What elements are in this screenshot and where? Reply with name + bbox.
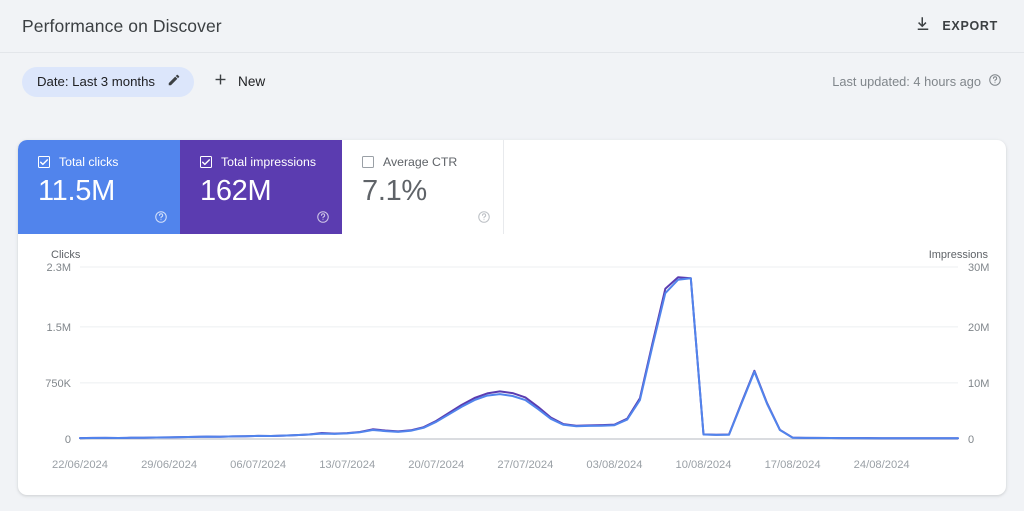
metric-value: 11.5M [38,175,115,207]
page-title: Performance on Discover [22,15,222,36]
download-icon [914,15,932,38]
svg-text:03/08/2024: 03/08/2024 [586,459,642,471]
pencil-icon[interactable] [167,73,181,90]
page-header: Performance on Discover EXPORT [0,0,1024,53]
y-axis-title-clicks: Clicks [51,249,81,261]
y-axis-title-impressions: Impressions [928,249,988,261]
new-filter-button[interactable]: New [208,67,273,97]
new-label: New [238,74,266,89]
svg-text:29/06/2024: 29/06/2024 [141,459,197,471]
plus-icon [212,71,229,93]
metric-value: 162M [200,175,272,207]
performance-card: Total clicks 11.5M Total impressions [18,140,1006,495]
help-circle-icon[interactable] [316,210,330,224]
svg-text:20M: 20M [968,322,989,334]
chart-plot-area: 0 0 750K 10M 1.5M 20M 2.3M 30M 22/06/2024 29/06/2… [45,262,989,471]
last-updated-label: Last updated: 4 hours ago [832,74,981,89]
help-circle-icon[interactable] [988,73,1002,90]
metric-label: Average CTR [383,155,458,169]
svg-text:750K: 750K [45,378,71,390]
checkbox-total-clicks[interactable] [38,156,50,168]
svg-text:13/07/2024: 13/07/2024 [319,459,375,471]
help-circle-icon[interactable] [154,210,168,224]
svg-text:0: 0 [65,434,71,446]
svg-text:2.3M: 2.3M [47,262,71,274]
svg-text:06/07/2024: 06/07/2024 [230,459,286,471]
date-filter-chip[interactable]: Date: Last 3 months [22,66,195,97]
export-button[interactable]: EXPORT [910,9,1002,44]
metric-tile-average-ctr[interactable]: Average CTR 7.1% [342,140,504,234]
metric-tiles: Total clicks 11.5M Total impressions [18,140,1006,234]
metric-value: 7.1% [362,175,427,207]
svg-text:0: 0 [968,434,974,446]
metric-tile-total-clicks[interactable]: Total clicks 11.5M [18,140,180,234]
svg-text:22/06/2024: 22/06/2024 [52,459,108,471]
filter-toolbar: Date: Last 3 months New Last updated: 4 … [0,53,1024,110]
svg-text:30M: 30M [968,262,989,274]
performance-chart: Clicks Impressions 0 0 750K 10M 1.5M 20M 2.3M 3… [18,234,1006,495]
svg-text:20/07/2024: 20/07/2024 [408,459,464,471]
help-circle-icon[interactable] [477,210,491,224]
metric-tile-total-impressions[interactable]: Total impressions 162M [180,140,342,234]
svg-text:17/08/2024: 17/08/2024 [765,459,821,471]
svg-text:10M: 10M [968,378,989,390]
svg-text:10/08/2024: 10/08/2024 [676,459,732,471]
svg-text:1.5M: 1.5M [47,322,71,334]
svg-text:27/07/2024: 27/07/2024 [497,459,553,471]
metric-label: Total clicks [59,155,119,169]
last-updated: Last updated: 4 hours ago [832,73,1002,90]
svg-text:24/08/2024: 24/08/2024 [854,459,910,471]
date-filter-label: Date: Last 3 months [37,74,156,89]
checkbox-average-ctr[interactable] [362,156,374,168]
metric-label: Total impressions [221,155,316,169]
checkbox-total-impressions[interactable] [200,156,212,168]
export-label: EXPORT [942,19,998,33]
